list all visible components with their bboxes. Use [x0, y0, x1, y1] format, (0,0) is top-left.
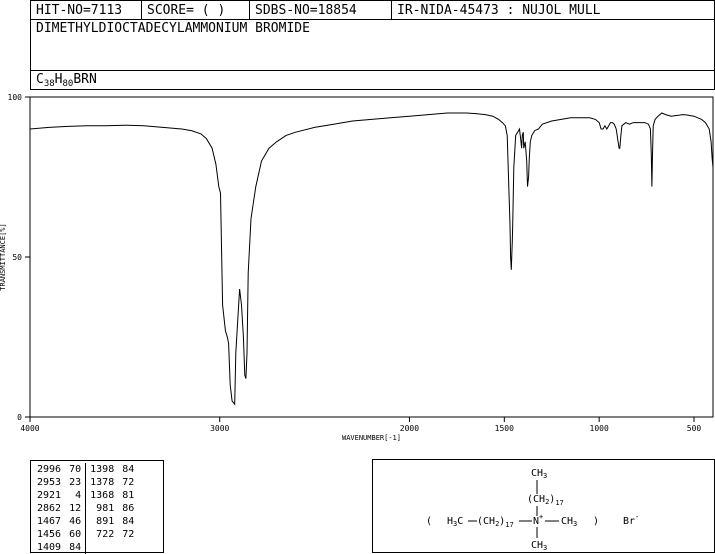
peak-column-divider — [85, 502, 87, 515]
peak-wavenumber: 722 — [96, 529, 115, 540]
peak-wavenumber — [86, 541, 118, 554]
x-tick-label: 1000 — [590, 424, 609, 433]
peak-transmittance: 86 — [122, 503, 135, 514]
peak-row: 2862 12 981 86 — [33, 502, 138, 515]
peak-transmittance — [118, 541, 138, 554]
top-chain: (CH2)17 — [527, 494, 564, 507]
peak-row: 2953 23 1378 72 — [33, 476, 138, 489]
plot-frame — [29, 96, 714, 418]
peak-table-grid: 2996 70 1398 84 2953 23 1378 72 2921 4 1368 81 2862 1… — [33, 463, 138, 554]
peak-row: 1456 60 722 72 — [33, 528, 138, 541]
sdbs-number: SDBS-NO=18854 — [255, 3, 357, 18]
hit-number: HIT-NO=7113 — [36, 3, 123, 18]
close-paren: ) — [593, 516, 599, 527]
top-methyl: CH3 — [531, 468, 547, 480]
bottom-methyl: CH3 — [531, 540, 547, 552]
peak-transmittance: 70 — [69, 464, 82, 475]
peak-row: 1409 84 — [33, 541, 138, 554]
peak-wavenumber: 1368 — [90, 490, 115, 501]
peak-transmittance: 81 — [122, 490, 135, 501]
structure-diagram: CH3 (CH2)17 ( H3C (CH2)17 N+ CH3 ) Br- C… — [426, 468, 639, 552]
x-tick-label: 4000 — [20, 424, 39, 433]
x-axis-label: WAVENUMBER[-1] — [342, 434, 401, 442]
peak-wavenumber: 1456 — [37, 529, 62, 540]
peak-transmittance: 84 — [122, 464, 135, 475]
peak-transmittance: 84 — [122, 516, 135, 527]
peak-table: 2996 70 1398 84 2953 23 1378 72 2921 4 1368 81 2862 1… — [33, 463, 138, 554]
header-divider — [141, 1, 142, 20]
peak-transmittance: 46 — [69, 516, 82, 527]
peak-column-divider — [85, 515, 87, 528]
peak-transmittance: 84 — [69, 542, 82, 553]
bromide-ion: Br- — [623, 513, 639, 527]
peak-column-divider — [85, 528, 87, 541]
peak-wavenumber: 1398 — [90, 464, 115, 475]
x-tick-label: 2000 — [400, 424, 419, 433]
peak-row: 2996 70 1398 84 — [33, 463, 138, 476]
peak-row: 1467 46 891 84 — [33, 515, 138, 528]
peak-transmittance: 60 — [69, 529, 82, 540]
y-tick-label: 50 — [12, 253, 22, 262]
peak-column-divider — [85, 463, 87, 476]
peak-wavenumber: 891 — [96, 516, 115, 527]
peak-transmittance: 72 — [122, 477, 135, 488]
peak-wavenumber: 2921 — [37, 490, 62, 501]
score: SCORE= ( ) — [147, 3, 226, 18]
left-chain: (CH2)17 — [477, 516, 514, 529]
nitrogen: N+ — [533, 513, 543, 527]
peak-transmittance: 12 — [69, 503, 82, 514]
structure-box: CH3 (CH2)17 ( H3C (CH2)17 N+ CH3 ) Br- C… — [372, 459, 715, 553]
y-axis-label: TRANSMITTANCE[%] — [0, 223, 7, 290]
header-divider — [249, 1, 250, 20]
peak-row: 2921 4 1368 81 — [33, 489, 138, 502]
peak-transmittance: 72 — [122, 529, 135, 540]
peak-column-divider — [85, 541, 87, 554]
peak-wavenumber: 1467 — [37, 516, 62, 527]
x-tick-label: 3000 — [210, 424, 229, 433]
peak-table-box: 2996 70 1398 84 2953 23 1378 72 2921 4 1368 81 2862 1… — [30, 460, 164, 554]
peak-transmittance: 23 — [69, 477, 82, 488]
peak-wavenumber: 1378 — [90, 477, 115, 488]
header-divider — [391, 1, 392, 20]
peak-wavenumber: 1409 — [37, 542, 62, 553]
y-tick-label: 0 — [17, 413, 22, 422]
x-tick-label: 1500 — [495, 424, 514, 433]
ir-spectrum-chart: 4000 3000 2000 1500 1000 500 0 50 100 WAVENUMBER[… — [0, 93, 714, 442]
left-methyl: H3C — [447, 516, 463, 528]
peak-column-divider — [85, 489, 87, 502]
peak-transmittance: 4 — [75, 490, 82, 501]
peak-wavenumber: 981 — [96, 503, 115, 514]
molecular-formula: C38H80BRN — [36, 72, 97, 89]
peak-wavenumber: 2996 — [37, 464, 62, 475]
ir-info: IR-NIDA-45473 : NUJOL MULL — [397, 3, 601, 18]
right-methyl: CH3 — [561, 516, 577, 528]
peak-column-divider — [85, 476, 87, 489]
spectrum-line — [29, 112, 714, 406]
x-tick-label: 500 — [687, 424, 702, 433]
y-tick-label: 100 — [8, 93, 23, 102]
compound-name: DIMETHYLDIOCTADECYLAMMONIUM BROMIDE — [36, 21, 310, 36]
open-paren: ( — [426, 516, 432, 527]
peak-wavenumber: 2862 — [37, 503, 62, 514]
peak-wavenumber: 2953 — [37, 477, 62, 488]
